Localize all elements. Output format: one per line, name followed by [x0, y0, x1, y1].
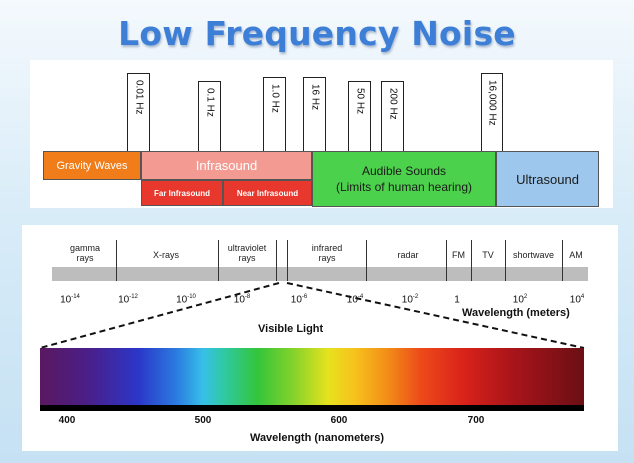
segment-divider — [562, 240, 563, 281]
segment-shortwave: shortwave — [512, 250, 555, 260]
visible-tick-400: 400 — [58, 415, 76, 426]
tick-1: 1 — [454, 294, 460, 306]
segment-tv: TV — [482, 250, 494, 260]
band-near-infrasound: Near Infrasound — [223, 180, 312, 206]
spectrum-bar — [52, 267, 588, 281]
spectrum-panel — [22, 225, 618, 451]
segment-divider — [471, 240, 472, 281]
segment-infrared-rays: infrared rays — [311, 243, 343, 263]
band-gravity-waves: Gravity Waves — [43, 151, 141, 180]
visible-tick-500: 500 — [194, 415, 212, 426]
band-infrasound: Infrasound — [141, 151, 312, 180]
tick-1e-12: 10-12 — [118, 294, 138, 306]
tick-1e-8: 10-8 — [233, 294, 251, 306]
segment-divider — [446, 240, 447, 281]
segment-divider — [218, 240, 219, 281]
tick-1e-2: 10-2 — [401, 294, 419, 306]
segment-divider — [287, 240, 288, 281]
visible-spectrum-baseline — [40, 405, 584, 411]
tick-1e-10: 10-10 — [176, 294, 196, 306]
tick-1e2: 102 — [512, 294, 528, 306]
wavelength-nanometers-label: Wavelength (nanometers) — [249, 432, 385, 444]
visible-spectrum-bar — [40, 348, 584, 405]
segment-gamma-rays: gamma rays — [69, 243, 100, 263]
segment-radar: radar — [397, 250, 419, 260]
band-far-infrasound: Far Infrasound — [141, 180, 223, 206]
wavelength-meters-label: Wavelength (meters) — [462, 307, 570, 319]
segment-x-rays: X-rays — [152, 250, 179, 260]
tick-1e-6: 10-6 — [290, 294, 308, 306]
visible-tick-600: 600 — [330, 415, 348, 426]
segment-fm: FM — [452, 250, 465, 260]
band-ultrasound: Ultrasound — [496, 151, 599, 207]
tick-1e-14: 10-14 — [60, 294, 80, 306]
segment-divider — [366, 240, 367, 281]
segment-am: AM — [569, 250, 583, 260]
page-title: Low Frequency Noise — [118, 14, 516, 53]
visible-tick-700: 700 — [467, 415, 485, 426]
segment-divider — [505, 240, 506, 281]
segment-divider — [276, 240, 277, 281]
segment-ultraviolet-rays: ultraviolet rays — [227, 243, 267, 263]
band-audible-sounds: Audible Sounds (Limits of human hearing) — [312, 151, 496, 207]
segment-divider — [116, 240, 117, 281]
visible-light-label: Visible Light — [258, 323, 324, 335]
tick-1e-4: 10-4 — [346, 294, 364, 306]
tick-1e4: 104 — [569, 294, 585, 306]
